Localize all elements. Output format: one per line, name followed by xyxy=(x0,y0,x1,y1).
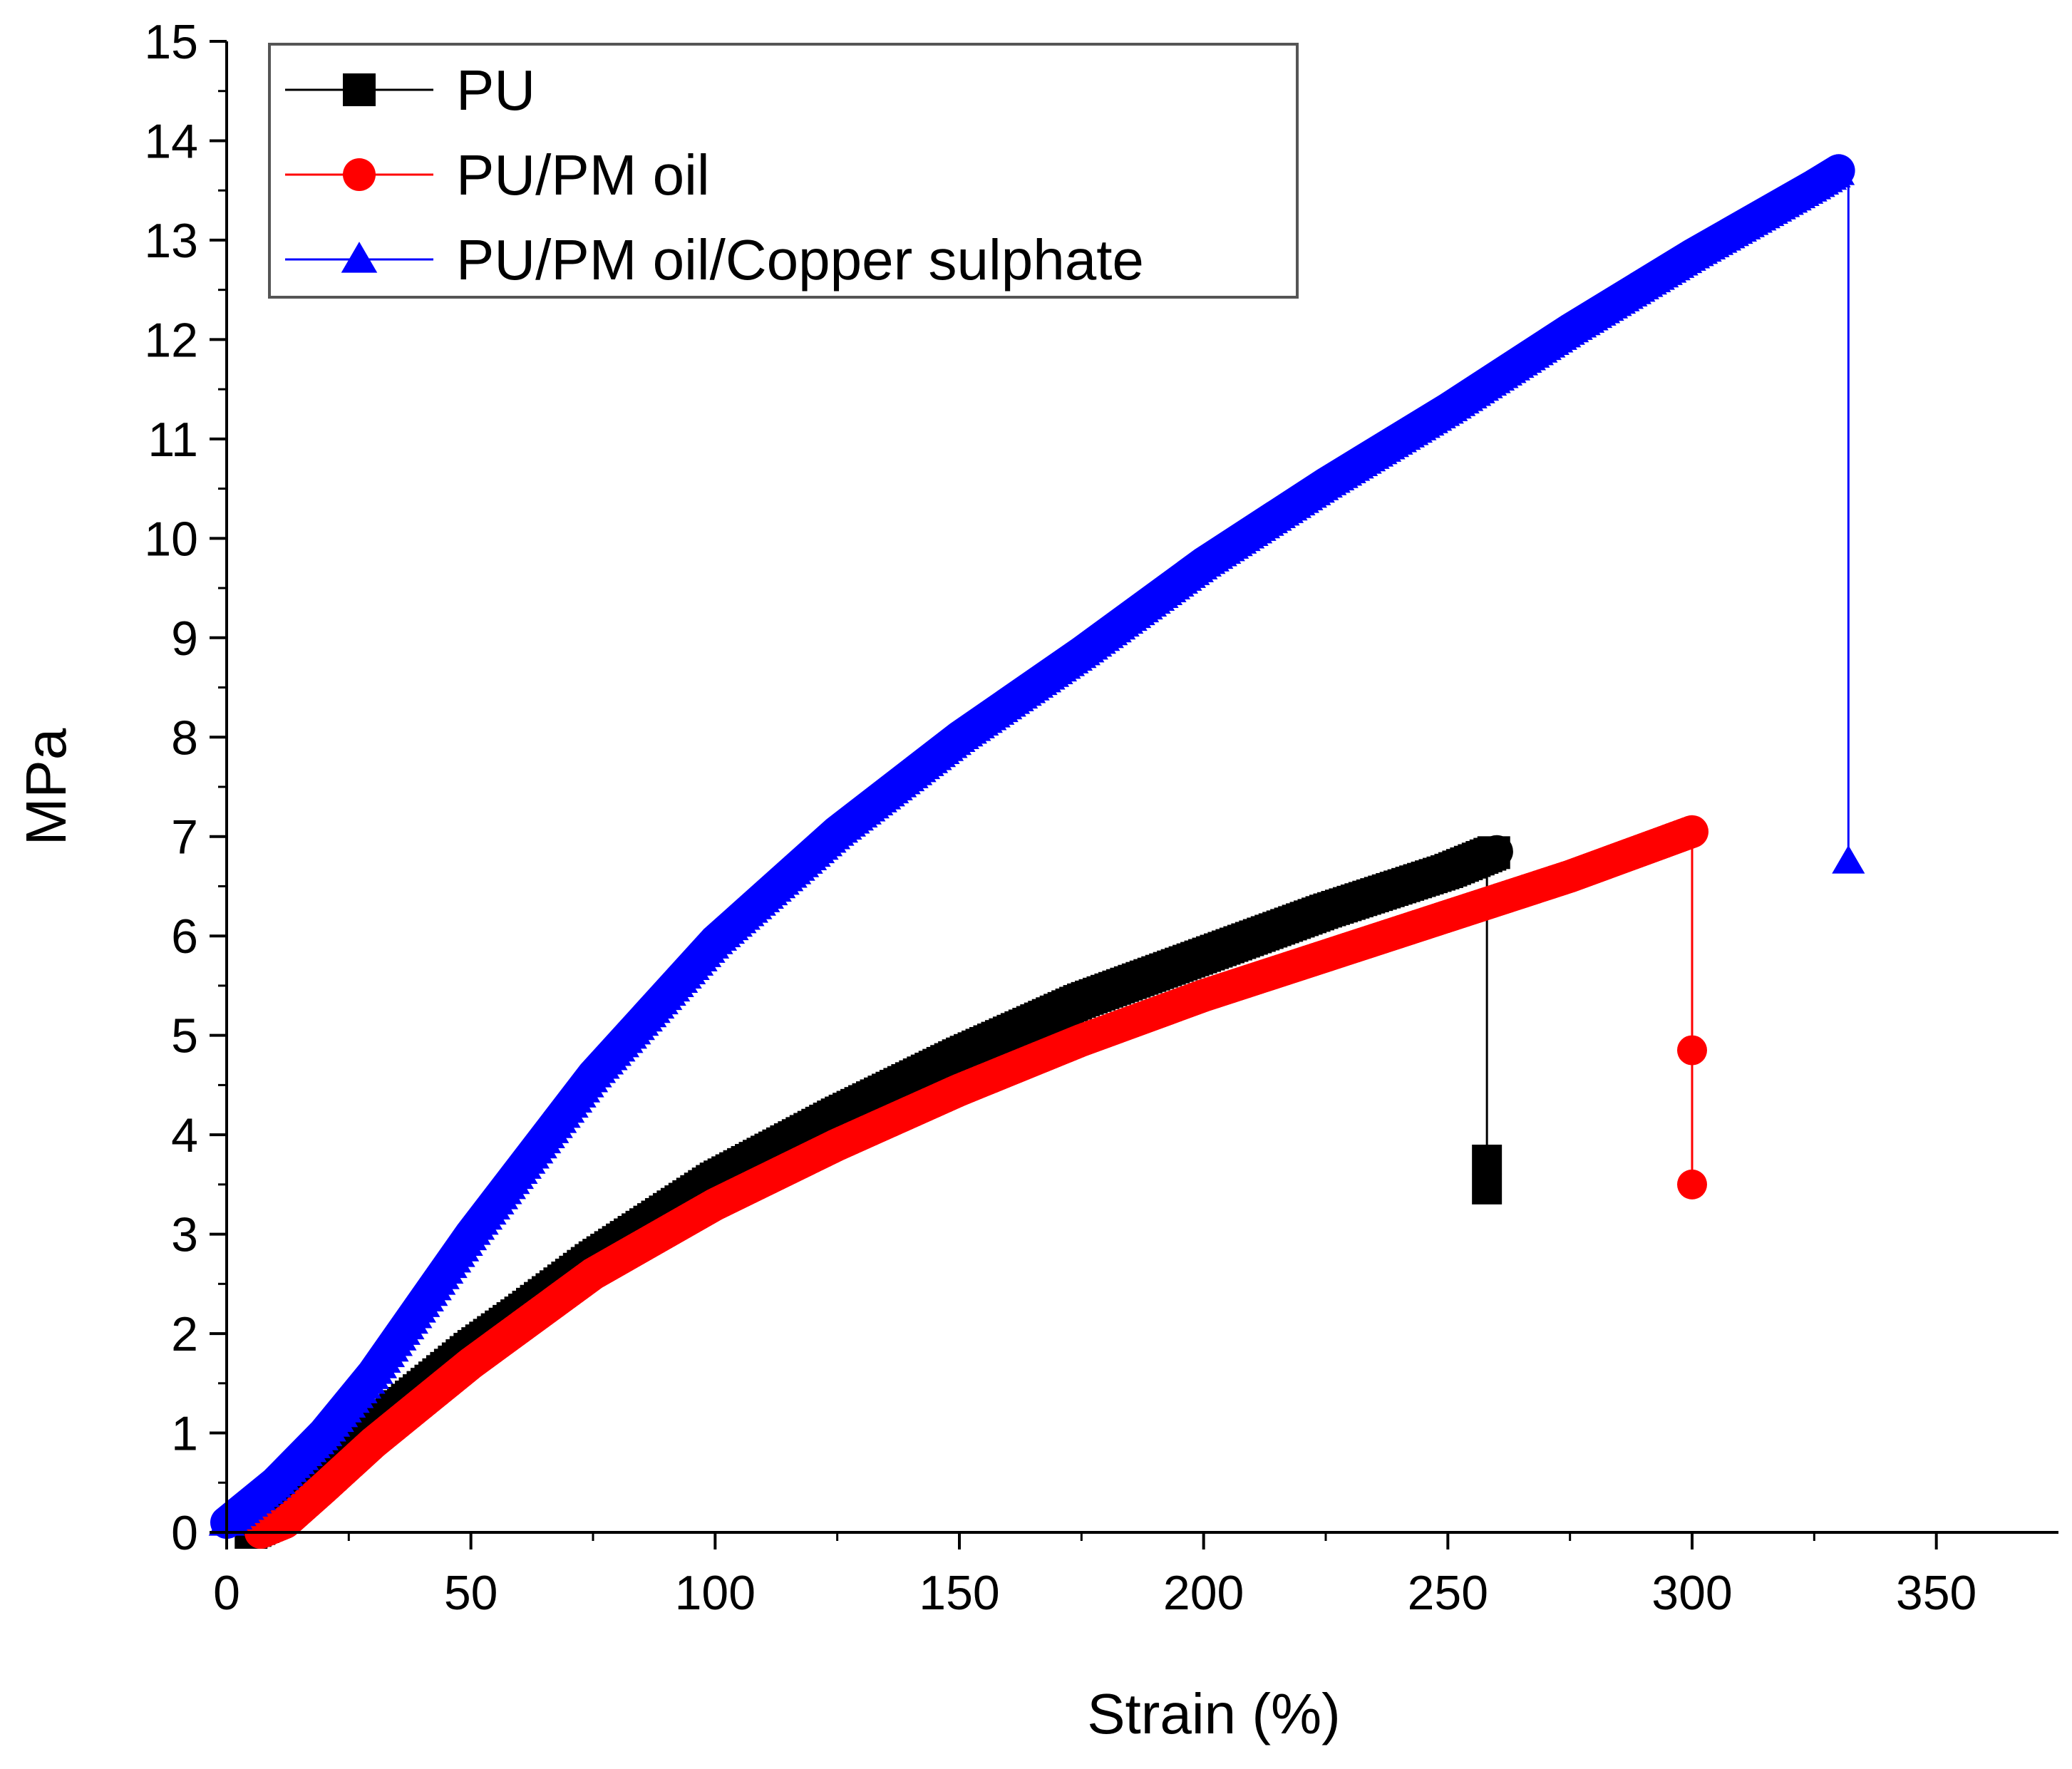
data-point-marker xyxy=(1818,154,1855,185)
legend-item: PU/PM oil/Copper sulphate xyxy=(285,228,1144,292)
y-tick-label: 3 xyxy=(171,1208,198,1262)
failure-point-marker xyxy=(1472,1145,1503,1175)
y-tick-label: 5 xyxy=(171,1009,198,1063)
y-tick-label: 10 xyxy=(144,512,198,566)
x-tick-label: 250 xyxy=(1408,1566,1488,1620)
x-tick-label: 50 xyxy=(444,1566,498,1620)
x-tick-label: 100 xyxy=(675,1566,756,1620)
legend-marker xyxy=(341,242,378,273)
legend: PU PU/PM oil PU/PM oil/Copper sulphate xyxy=(268,43,1299,299)
y-tick-label: 0 xyxy=(171,1506,198,1560)
series-2 xyxy=(244,815,1708,1549)
series-line xyxy=(210,154,1855,1540)
series-3 xyxy=(208,154,1865,1540)
legend-box xyxy=(268,43,1299,299)
x-tick-label: 0 xyxy=(213,1566,240,1620)
legend-marker xyxy=(343,158,376,191)
plot-area xyxy=(208,154,1865,1549)
y-tick-label: 1 xyxy=(171,1407,198,1461)
data-point-marker xyxy=(1477,836,1510,870)
legend-label: PU xyxy=(456,58,535,122)
x-tick-label: 300 xyxy=(1651,1566,1732,1620)
failure-point-marker xyxy=(1472,1174,1503,1205)
y-tick-label: 7 xyxy=(171,810,198,865)
y-tick-label: 15 xyxy=(144,15,198,69)
y-tick-label: 4 xyxy=(171,1108,198,1162)
failure-point-marker xyxy=(1677,1169,1707,1200)
failure-point-marker xyxy=(1832,845,1865,874)
y-tick-label: 8 xyxy=(171,711,198,765)
failure-point-marker xyxy=(1677,1035,1707,1066)
legend-label: PU/PM oil/Copper sulphate xyxy=(456,228,1144,292)
legend-label: PU/PM oil xyxy=(456,143,710,207)
x-tick-label: 150 xyxy=(919,1566,999,1620)
y-tick-label: 2 xyxy=(171,1307,198,1361)
y-axis-title: MPa xyxy=(14,728,78,845)
y-tick-label: 9 xyxy=(171,612,198,666)
legend-marker xyxy=(343,73,376,106)
x-axis-title: Strain (%) xyxy=(1087,1682,1341,1745)
y-tick-label: 12 xyxy=(144,313,198,367)
legend-item: PU xyxy=(285,58,535,122)
y-tick-label: 13 xyxy=(144,214,198,268)
legend-item: PU/PM oil xyxy=(285,143,710,207)
y-tick-label: 14 xyxy=(144,114,198,168)
y-tick-label: 11 xyxy=(148,413,198,467)
y-tick-label: 6 xyxy=(171,909,198,964)
x-tick-label: 200 xyxy=(1163,1566,1244,1620)
x-tick-label: 350 xyxy=(1896,1566,1976,1620)
